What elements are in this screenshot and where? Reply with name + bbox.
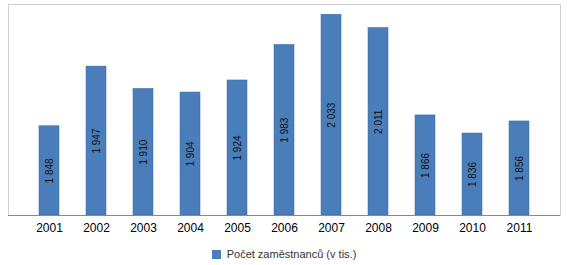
svg-text:1 924: 1 924 — [232, 135, 243, 160]
svg-text:2009: 2009 — [412, 221, 439, 235]
svg-text:2004: 2004 — [177, 221, 204, 235]
svg-text:1 947: 1 947 — [91, 128, 102, 153]
svg-text:2008: 2008 — [365, 221, 392, 235]
svg-text:1 848: 1 848 — [44, 158, 55, 183]
svg-text:2003: 2003 — [130, 221, 157, 235]
svg-text:2 011: 2 011 — [373, 109, 384, 134]
svg-text:1 856: 1 856 — [514, 156, 525, 181]
svg-text:2007: 2007 — [318, 221, 345, 235]
svg-text:2 033: 2 033 — [326, 102, 337, 127]
svg-text:1 983: 1 983 — [279, 117, 290, 142]
svg-text:1 910: 1 910 — [138, 139, 149, 164]
svg-text:2002: 2002 — [83, 221, 110, 235]
svg-text:2011: 2011 — [507, 221, 533, 235]
svg-text:2005: 2005 — [224, 221, 251, 235]
svg-text:1 904: 1 904 — [185, 141, 196, 166]
svg-text:2010: 2010 — [459, 221, 486, 235]
svg-text:2006: 2006 — [271, 221, 298, 235]
svg-text:1 866: 1 866 — [420, 153, 431, 178]
svg-text:2001: 2001 — [36, 221, 63, 235]
svg-text:1 836: 1 836 — [467, 162, 478, 187]
html-text:Počet zaměstnanců (v tis.): Počet zaměstnanců (v tis.) — [226, 248, 357, 260]
